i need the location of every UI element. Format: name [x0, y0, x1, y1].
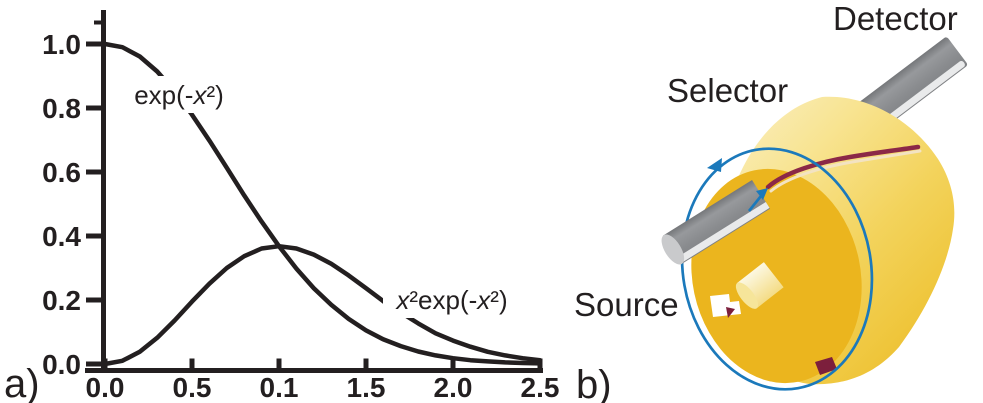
- panel-a-label: a): [4, 362, 40, 403]
- panel-a: 1.0 0.8 0.6 0.4 0.2 0.0 0.0 0.5 0.1 1.5 2.0 2.5 exp…: [4, 10, 559, 403]
- x-tick-label: 0.0: [86, 372, 125, 403]
- y-tick-label: 0.2: [42, 285, 81, 316]
- curve-label-x2exp: x²exp(-x²): [394, 285, 507, 315]
- panel-b: Detector Selector Source b): [560, 0, 983, 403]
- x-tick-label: 2.0: [434, 372, 473, 403]
- source-tube-highlight: [678, 201, 770, 263]
- detector-tube-body: [855, 37, 968, 134]
- source-tube: [661, 179, 771, 265]
- source-tube-body: [662, 179, 771, 265]
- curve-label-exp: exp(-x²): [134, 80, 224, 110]
- panel-b-label: b): [576, 363, 612, 403]
- beam-groove-highlight: [769, 149, 922, 193]
- x-tick-label: 1.5: [347, 372, 386, 403]
- chart-curve-labels: exp(-x²) x²exp(-x²): [126, 76, 522, 318]
- diagram-svg: Detector Selector Source b): [574, 0, 968, 403]
- y-tick-label: 1.0: [42, 29, 81, 60]
- chart-axes: 1.0 0.8 0.6 0.4 0.2 0.00.0 0.5 0.1 1.5 2.0 2.5: [42, 10, 559, 403]
- y-tick-label: 0.6: [42, 157, 81, 188]
- beam-path: [765, 144, 921, 190]
- x-tick-label: 2.5: [521, 372, 560, 403]
- chart-svg: 1.0 0.8 0.6 0.4 0.2 0.00.0 0.5 0.1 1.5 2.0 2.5 exp…: [4, 10, 559, 403]
- source-label: Source: [574, 286, 679, 323]
- curve-label-mask: [126, 76, 233, 113]
- source-tube-cap: [661, 234, 685, 265]
- curve-x2exp: [102, 243, 543, 367]
- beam-entry-arrow-icon: [756, 188, 768, 200]
- channel-plug-cap: [735, 282, 759, 309]
- y-tick-label: 0.4: [42, 221, 81, 252]
- curve-label-mask: [383, 283, 522, 318]
- detector-label: Detector: [833, 0, 958, 37]
- face-slot-mark: [726, 307, 735, 318]
- selector-label: Selector: [667, 72, 788, 109]
- rotation-ring: [680, 147, 874, 391]
- beam-entry-arrow-shaft: [747, 195, 763, 212]
- channel-plug: [735, 262, 784, 309]
- y-tick-label: 0.8: [42, 93, 81, 124]
- y-tick-label: 0.0: [42, 349, 81, 380]
- detector-tube-highlight: [873, 60, 965, 132]
- rotation-arrow-icon: [707, 158, 722, 172]
- x-tick-label: 0.1: [260, 372, 299, 403]
- x-tick-label: 0.5: [173, 372, 212, 403]
- face-slot-mark-bottom: [815, 357, 837, 375]
